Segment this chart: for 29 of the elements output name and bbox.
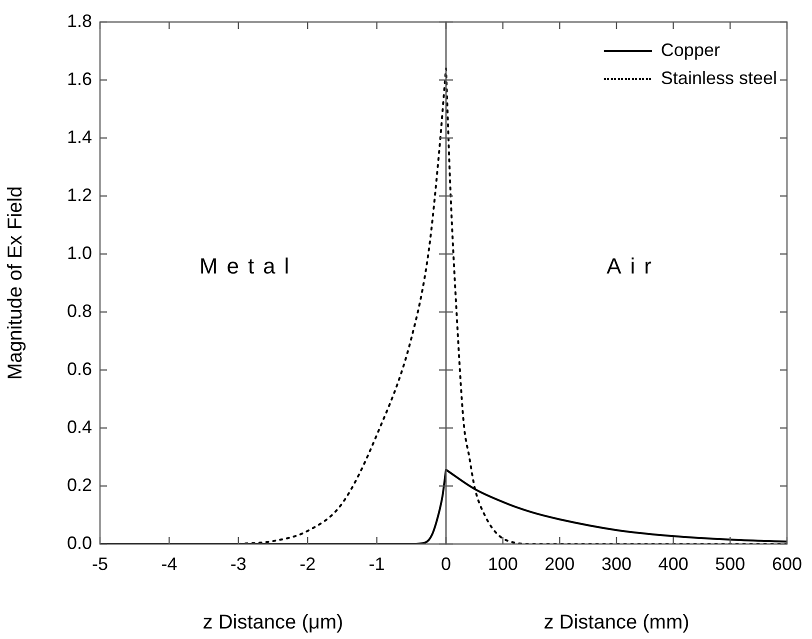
x-tick-label: -3 <box>230 554 246 574</box>
x-tick-label: 500 <box>715 554 746 574</box>
x-tick-label: 0 <box>440 554 451 574</box>
x-tick-label: 100 <box>488 554 518 574</box>
x-tick-label: 600 <box>772 554 802 574</box>
y-tick-label: 1.2 <box>66 184 92 205</box>
x-tick-label: 300 <box>601 554 632 574</box>
x-tick-label: 400 <box>658 554 688 574</box>
y-tick-label: 0.6 <box>66 358 92 379</box>
y-tick-label: 1.8 <box>66 10 92 31</box>
y-axis-title: Magnitude of Ex Field <box>4 186 27 380</box>
y-tick-label: 1.4 <box>66 126 92 147</box>
y-tick-label: 0.2 <box>66 474 92 495</box>
y-tick-label: 0.0 <box>66 532 92 553</box>
legend-label: Stainless steel <box>660 68 777 88</box>
x-tick-label: -4 <box>161 554 178 574</box>
x-tick-label: -1 <box>368 554 385 574</box>
legend-label: Copper <box>660 40 720 60</box>
x-axis-title: z Distance (μm) <box>202 612 344 634</box>
annotation: Metal <box>199 253 298 278</box>
y-tick-label: 0.4 <box>66 416 92 437</box>
x-tick-label: -2 <box>300 554 316 574</box>
annotation: Air <box>606 253 660 278</box>
x-tick-label: -5 <box>92 554 108 574</box>
y-tick-label: 1.0 <box>66 242 92 263</box>
y-tick-label: 1.6 <box>66 68 92 89</box>
y-tick-label: 0.8 <box>66 300 92 321</box>
x-axis-title: z Distance (mm) <box>544 612 690 634</box>
x-tick-label: 200 <box>544 554 575 574</box>
